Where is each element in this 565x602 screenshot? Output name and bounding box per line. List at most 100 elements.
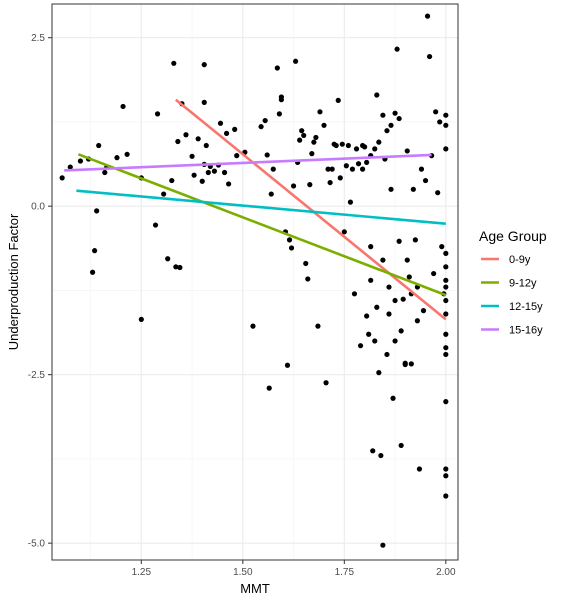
- legend-title: Age Group: [479, 228, 547, 244]
- data-point: [234, 153, 240, 159]
- data-point: [325, 166, 331, 172]
- x-tick-label: 1.50: [233, 567, 253, 578]
- data-point: [59, 175, 65, 181]
- x-tick-label: 2.00: [436, 567, 456, 578]
- data-point: [374, 304, 380, 310]
- data-point: [217, 120, 224, 126]
- data-point: [223, 130, 230, 136]
- data-point: [205, 169, 211, 176]
- data-point: [301, 132, 307, 139]
- data-point: [299, 128, 305, 134]
- data-point: [199, 178, 205, 184]
- data-point: [102, 169, 108, 176]
- data-point: [288, 245, 295, 251]
- data-point: [355, 161, 362, 167]
- data-point: [414, 318, 420, 324]
- data-point: [443, 493, 449, 499]
- data-point: [404, 148, 410, 154]
- regression-line-15-16y: [64, 153, 432, 172]
- data-point: [412, 237, 418, 243]
- data-point: [175, 138, 181, 145]
- x-tick-label: 1.25: [132, 567, 152, 578]
- data-point: [443, 351, 449, 358]
- data-point: [311, 139, 317, 145]
- data-point: [154, 111, 161, 117]
- plot-panel: [52, 4, 458, 560]
- data-point: [276, 111, 282, 117]
- data-point: [392, 297, 398, 304]
- data-point: [335, 97, 341, 103]
- data-point: [439, 244, 445, 250]
- data-point: [183, 132, 189, 138]
- data-point: [378, 452, 384, 459]
- data-point: [169, 177, 175, 184]
- data-point: [152, 222, 159, 228]
- data-point: [384, 128, 390, 134]
- data-point: [443, 146, 449, 152]
- data-point: [315, 323, 321, 329]
- data-point: [305, 276, 311, 282]
- data-point: [232, 126, 238, 132]
- data-point: [388, 186, 394, 192]
- data-point: [364, 159, 370, 165]
- data-point: [278, 94, 284, 100]
- data-point: [226, 181, 232, 187]
- data-point: [345, 142, 351, 149]
- data-point: [416, 466, 423, 472]
- data-point: [384, 351, 390, 358]
- data-point: [270, 166, 276, 172]
- data-point: [250, 323, 256, 329]
- data-point: [394, 46, 400, 52]
- data-point: [92, 248, 98, 254]
- data-point: [435, 190, 441, 196]
- data-point: [376, 139, 382, 145]
- data-point: [284, 362, 291, 368]
- data-point: [90, 269, 96, 275]
- data-point: [400, 296, 406, 302]
- data-point: [380, 257, 386, 263]
- data-point: [424, 13, 431, 19]
- data-point: [380, 112, 386, 118]
- data-point: [368, 277, 374, 283]
- data-point: [443, 399, 449, 405]
- data-point: [203, 142, 209, 149]
- regression-line-12-15y: [76, 189, 446, 225]
- data-point: [333, 142, 339, 149]
- data-point: [201, 62, 207, 68]
- data-point: [380, 542, 386, 548]
- data-point: [124, 151, 130, 157]
- data-point: [408, 361, 414, 367]
- data-point: [297, 137, 303, 143]
- regression-line-0-9y: [175, 98, 447, 321]
- data-point: [426, 53, 433, 60]
- data-point: [406, 274, 412, 280]
- data-point: [353, 146, 360, 152]
- data-point: [221, 169, 228, 176]
- data-point: [138, 316, 144, 323]
- legend-items: 0-9y 9-12y 12-15y 15-16y: [481, 254, 543, 337]
- data-point: [201, 99, 207, 105]
- data-point: [392, 110, 398, 116]
- data-point: [351, 291, 358, 297]
- legend-label-9-12y: 9-12y: [509, 278, 537, 290]
- data-point: [303, 260, 309, 267]
- y-axis-title: Underproduction Factor: [6, 213, 21, 350]
- minor-gridlines: [52, 4, 458, 560]
- y-tick-label: 0.0: [31, 202, 45, 213]
- data-point: [431, 270, 437, 277]
- data-point: [120, 103, 126, 110]
- data-point: [398, 442, 404, 449]
- data-point: [349, 166, 356, 172]
- legend-label-15-16y: 15-16y: [509, 325, 543, 337]
- data-point: [96, 142, 102, 149]
- data-point: [390, 395, 396, 401]
- data-point: [195, 136, 201, 142]
- data-point: [443, 250, 449, 256]
- data-point: [398, 328, 404, 334]
- plot-panel-border: [51, 3, 459, 561]
- data-point: [422, 177, 429, 184]
- legend-label-0-9y: 0-9y: [509, 254, 531, 266]
- data-point: [347, 199, 354, 205]
- data-point: [372, 146, 378, 152]
- data-point: [443, 311, 449, 317]
